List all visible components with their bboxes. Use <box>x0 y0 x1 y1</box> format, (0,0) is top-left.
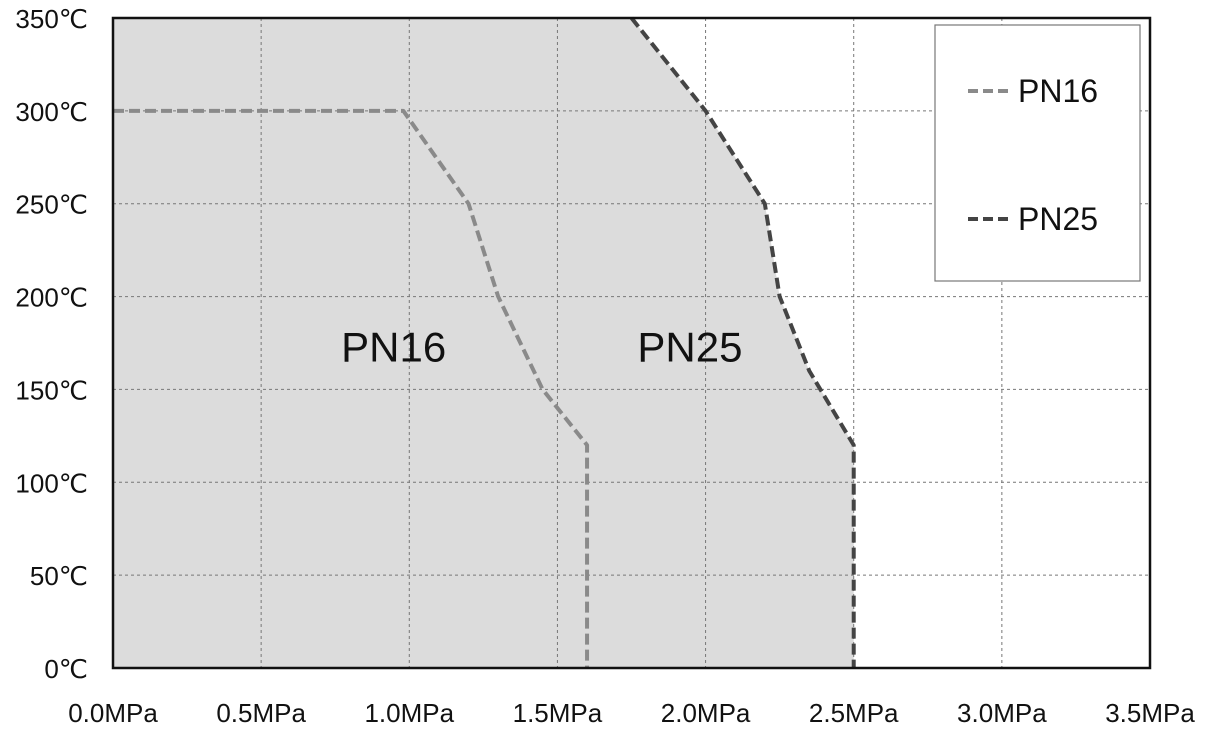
x-tick-label: 0.0MPa <box>68 698 158 728</box>
y-tick-label: 150℃ <box>15 375 88 405</box>
y-tick-label: 350℃ <box>15 4 88 34</box>
x-tick-label: 3.0MPa <box>957 698 1047 728</box>
legend: PN16 PN25 <box>934 24 1141 282</box>
operating-area <box>113 18 854 668</box>
series-line-pn25 <box>629 16 856 668</box>
x-tick-label: 3.5MPa <box>1105 698 1195 728</box>
x-tick-label: 2.5MPa <box>809 698 899 728</box>
plot-frame <box>111 16 1152 670</box>
series-line-pn16 <box>113 108 590 668</box>
y-tick-label: 100℃ <box>15 468 88 498</box>
legend-label-pn16: PN16 <box>1018 73 1098 109</box>
axes <box>111 16 1152 670</box>
y-tick-label: 50℃ <box>30 561 88 591</box>
y-tick-label: 300℃ <box>15 97 88 127</box>
x-tick-label: 1.5MPa <box>513 698 603 728</box>
region-labels: PN16 PN25 <box>341 324 742 371</box>
legend-box <box>934 24 1141 282</box>
tick-labels: 0.0MPa 0.5MPa 1.0MPa 1.5MPa 2.0MPa 2.5MPa 3.0M… <box>15 4 1195 728</box>
x-tick-label: 0.5MPa <box>216 698 306 728</box>
y-tick-label: 250℃ <box>15 190 88 220</box>
x-tick-label: 1.0MPa <box>364 698 454 728</box>
legend-label-pn25: PN25 <box>1018 201 1098 237</box>
x-tick-label: 2.0MPa <box>661 698 751 728</box>
region-label-pn25: PN25 <box>637 324 742 371</box>
region-label-pn16: PN16 <box>341 324 446 371</box>
series-lines <box>113 16 856 668</box>
y-tick-label: 0℃ <box>44 654 88 684</box>
operating-area-fill <box>113 18 854 668</box>
y-tick-label: 200℃ <box>15 283 88 313</box>
